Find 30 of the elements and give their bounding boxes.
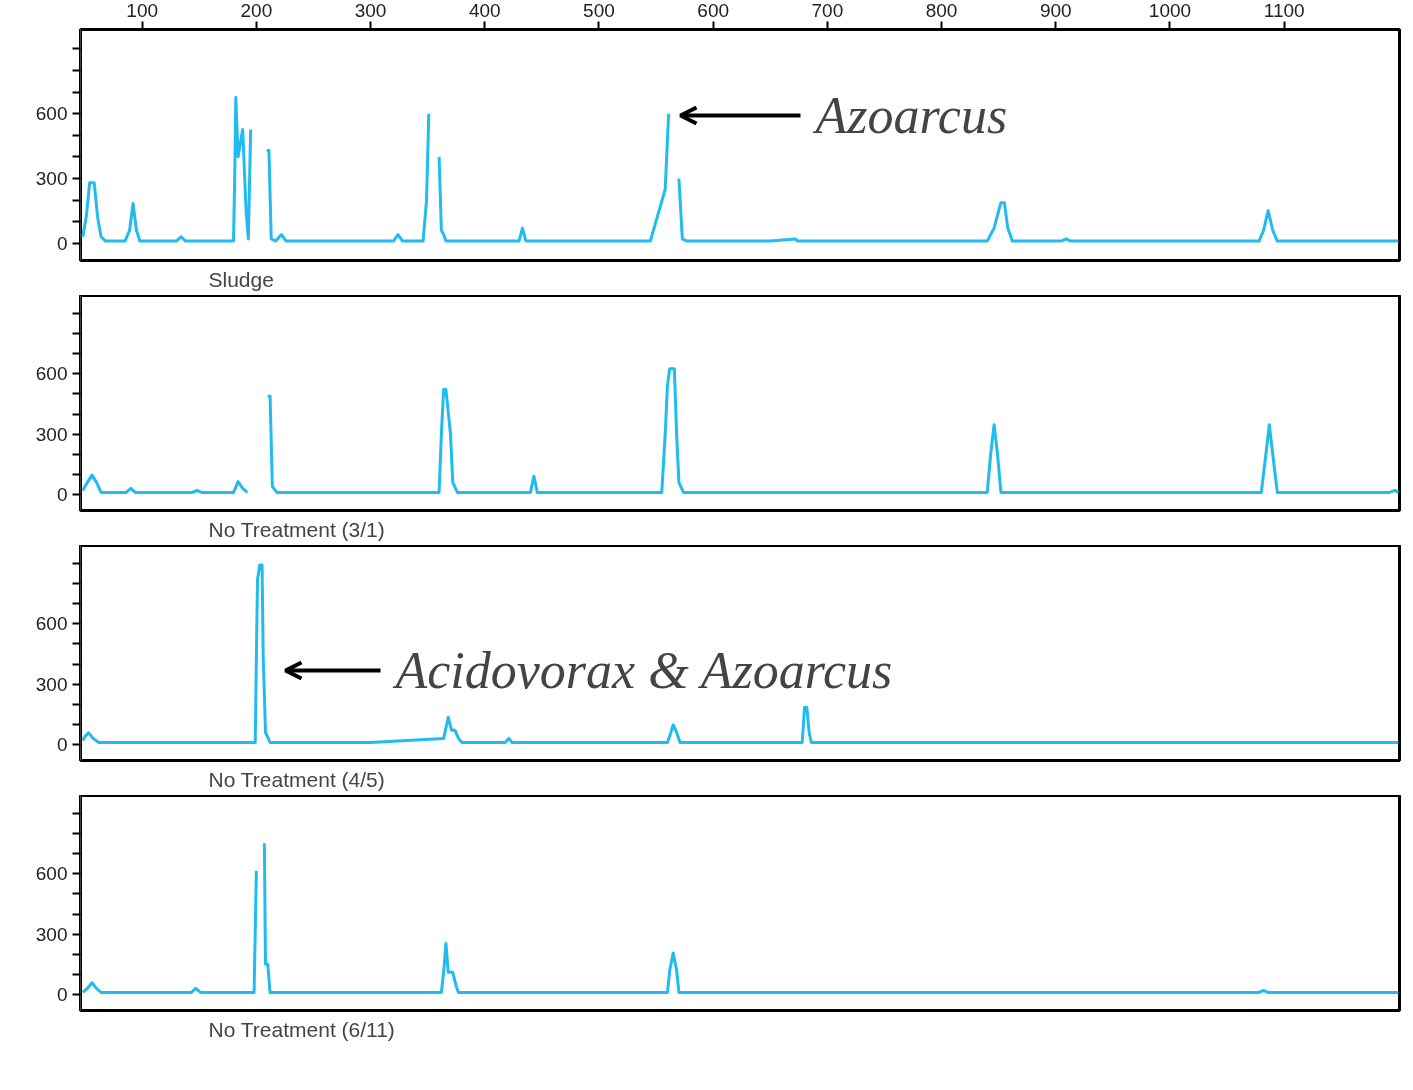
- line-series: [81, 563, 1400, 744]
- annotation: Azoarcus: [812, 87, 1008, 144]
- x-tick-label: 1100: [1263, 0, 1305, 21]
- x-tick-label: 800: [925, 0, 958, 21]
- x-tick-label: 300: [354, 0, 387, 21]
- x-tick-label: 500: [583, 0, 615, 21]
- x-tick-label: 600: [697, 0, 730, 21]
- annotation: Acidovorax & Azoarcus: [392, 642, 893, 699]
- y-tick-label: 0: [56, 483, 68, 505]
- y-tick-label: 0: [56, 232, 68, 254]
- text: Sludge: [208, 267, 274, 291]
- x-tick-label: 1000: [1148, 0, 1192, 21]
- y-tick-label: 0: [56, 733, 68, 755]
- y-tick-label: 0: [56, 983, 68, 1005]
- y-tick-label: 600: [35, 863, 68, 885]
- x-tick-label: 200: [240, 0, 273, 21]
- y-tick-label: 300: [35, 423, 68, 445]
- text: No Treatment (3/1): [208, 517, 385, 541]
- y-tick-label: 300: [35, 167, 68, 189]
- y-tick-label: 600: [35, 363, 68, 385]
- y-tick-label: 600: [35, 103, 68, 125]
- y-tick-label: 300: [35, 673, 68, 695]
- x-tick-label: 100: [126, 0, 159, 21]
- text: No Treatment (6/11): [208, 1017, 395, 1041]
- text: No Treatment (4/5): [208, 767, 385, 791]
- x-tick-label: 700: [811, 0, 844, 21]
- x-tick-label: 400: [468, 0, 501, 21]
- y-tick-label: 600: [35, 613, 68, 635]
- x-tick-label: 900: [1039, 0, 1072, 21]
- y-tick-label: 300: [35, 923, 68, 945]
